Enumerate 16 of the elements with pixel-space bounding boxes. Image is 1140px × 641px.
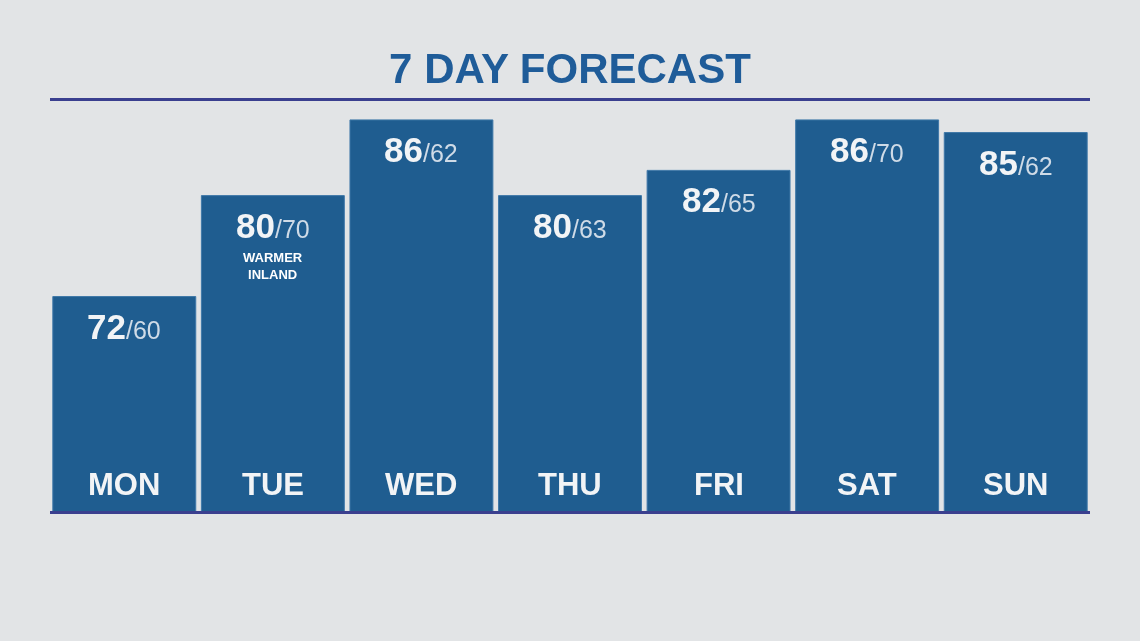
x-tick-label: WED [385, 467, 458, 502]
data-label: 86/62 [384, 130, 458, 169]
chart-title: 7 DAY FORECAST [389, 44, 752, 92]
x-tick-label: MON [88, 467, 161, 502]
data-label: 86/70 [830, 130, 904, 169]
x-tick-label: SAT [837, 467, 897, 502]
data-label: 80/63 [533, 206, 607, 245]
data-label: 72/60 [87, 307, 161, 346]
x-tick-label: SUN [983, 467, 1049, 502]
x-tick-label: THU [538, 467, 602, 502]
annotation: WARMER INLAND [243, 250, 303, 282]
data-label: 82/65 [682, 180, 756, 219]
data-label: 80/70 [236, 206, 310, 245]
x-tick-label: TUE [242, 467, 304, 502]
data-label: 85/62 [979, 143, 1053, 182]
x-tick-label: FRI [694, 467, 744, 502]
